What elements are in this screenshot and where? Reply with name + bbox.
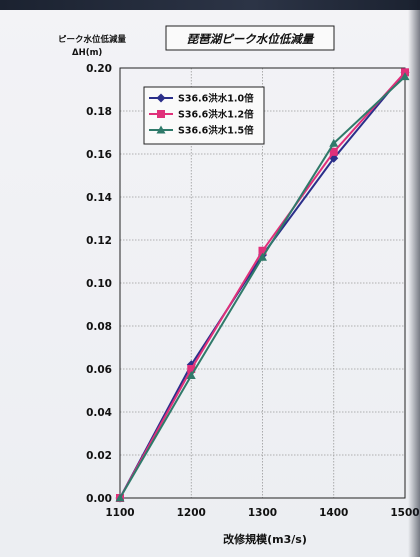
legend-item: S36.6洪水1.5倍 <box>149 125 254 137</box>
data-point-triangle <box>329 138 339 147</box>
x-tick-label: 1200 <box>177 507 206 519</box>
y-tick-label: 0.12 <box>86 235 112 247</box>
data-point-triangle <box>186 370 196 379</box>
y-axis-ticks: 0.00 0.02 0.04 0.06 0.08 0.10 0.12 0.14 0.16 0.18… <box>86 63 112 505</box>
grid-lines <box>120 68 405 498</box>
data-point-triangle <box>156 125 166 134</box>
y-axis-label-line2: ΔH(m) <box>72 48 102 58</box>
legend-item: S36.6洪水1.2倍 <box>149 109 254 121</box>
data-point-square <box>187 365 196 373</box>
right-edge-shadow <box>408 0 420 557</box>
data-point-square <box>157 110 165 118</box>
legend-label: S36.6洪水1.0倍 <box>178 93 254 105</box>
x-tick-label: 1400 <box>319 507 348 519</box>
y-tick-label: 0.02 <box>86 450 112 462</box>
y-tick-label: 0.16 <box>86 149 112 161</box>
series-group <box>115 67 410 503</box>
data-point-square <box>329 147 338 156</box>
data-point-triangle <box>400 72 410 81</box>
x-tick-label: 1100 <box>105 507 134 519</box>
data-point-diamond <box>156 93 166 103</box>
y-tick-label: 0.00 <box>86 493 112 505</box>
legend-label: S36.6洪水1.2倍 <box>178 109 254 121</box>
y-tick-label: 0.18 <box>86 106 112 118</box>
chart-title-box <box>165 25 335 51</box>
chart-title: 琵琶湖ピーク水位低減量 <box>187 32 315 46</box>
x-tick-label: 1300 <box>248 507 277 519</box>
x-axis-ticks: 1100 1200 1300 1400 1500 <box>105 507 419 519</box>
y-tick-label: 0.10 <box>86 278 112 290</box>
series-3 <box>115 72 410 502</box>
top-edge-strip <box>0 0 420 10</box>
y-axis-label-line1: ピーク水位低減量 <box>58 34 127 45</box>
y-tick-label: 0.20 <box>86 63 112 75</box>
legend-item: S36.6洪水1.0倍 <box>149 93 254 105</box>
data-point-square <box>258 246 267 255</box>
legend-items: S36.6洪水1.0倍 S36.6洪水1.2倍 S36.6洪水1.5倍 <box>149 93 254 137</box>
y-tick-label: 0.04 <box>86 407 112 419</box>
legend-label: S36.6洪水1.5倍 <box>178 125 254 137</box>
y-tick-label: 0.08 <box>86 321 112 333</box>
legend: S36.6洪水1.0倍 S36.6洪水1.2倍 S36.6洪水1.5倍 <box>143 86 265 145</box>
x-axis-label: 改修規模(m3/s) <box>223 532 307 546</box>
y-tick-label: 0.14 <box>86 192 112 204</box>
plot-area <box>119 67 406 499</box>
y-tick-label: 0.06 <box>86 364 112 376</box>
data-point-triangle <box>258 252 267 261</box>
data-point-triangle <box>115 493 125 502</box>
